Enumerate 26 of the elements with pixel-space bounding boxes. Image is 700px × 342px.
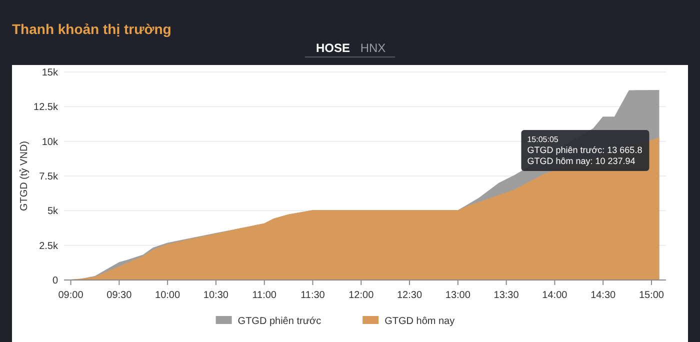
y-tick-label: 0: [52, 276, 58, 286]
annotation: 15:05:05 GTGD phiên trước: 13 665.8 GTGD hôm nay: 10 237.94: [527, 135, 642, 166]
x-tick-label: 13:30: [494, 290, 520, 301]
y-axis-title: GTGD (tỷ VND): [19, 141, 30, 211]
x-tick-label: 12:00: [348, 290, 374, 301]
x-tick-label: 11:00: [252, 290, 277, 301]
y-tick-label: 12.5k: [34, 102, 59, 114]
chart-subtitle: HOSE HNX: [316, 41, 386, 55]
x-tick-label: 12:30: [397, 290, 422, 301]
y-tick-label: 15k: [42, 68, 59, 78]
chart-title: Thanh khoản thị trường: [12, 21, 172, 37]
x-tick-label: 10:00: [155, 290, 181, 301]
y-tick-label: 2.5k: [39, 240, 59, 252]
x-tick-label: 09:30: [106, 290, 132, 301]
legend-label: GTGD hôm nay: [384, 316, 455, 327]
x-tick-label: 13:00: [445, 290, 471, 301]
legend-label: GTGD phiên trước: [238, 316, 322, 327]
y-tick-label: 7.5k: [39, 172, 59, 182]
x-tick-label: 09:00: [58, 290, 84, 301]
x-tick-label: 14:30: [590, 290, 616, 301]
x-tick-label: 15:00: [638, 290, 664, 301]
x-tick-label: 14:00: [542, 290, 568, 301]
x-tick-label: 10:30: [203, 290, 229, 301]
y-tick-label: 10k: [42, 136, 59, 148]
y-tick-label: 5k: [47, 206, 59, 218]
x-tick-label: 11:30: [300, 290, 326, 301]
